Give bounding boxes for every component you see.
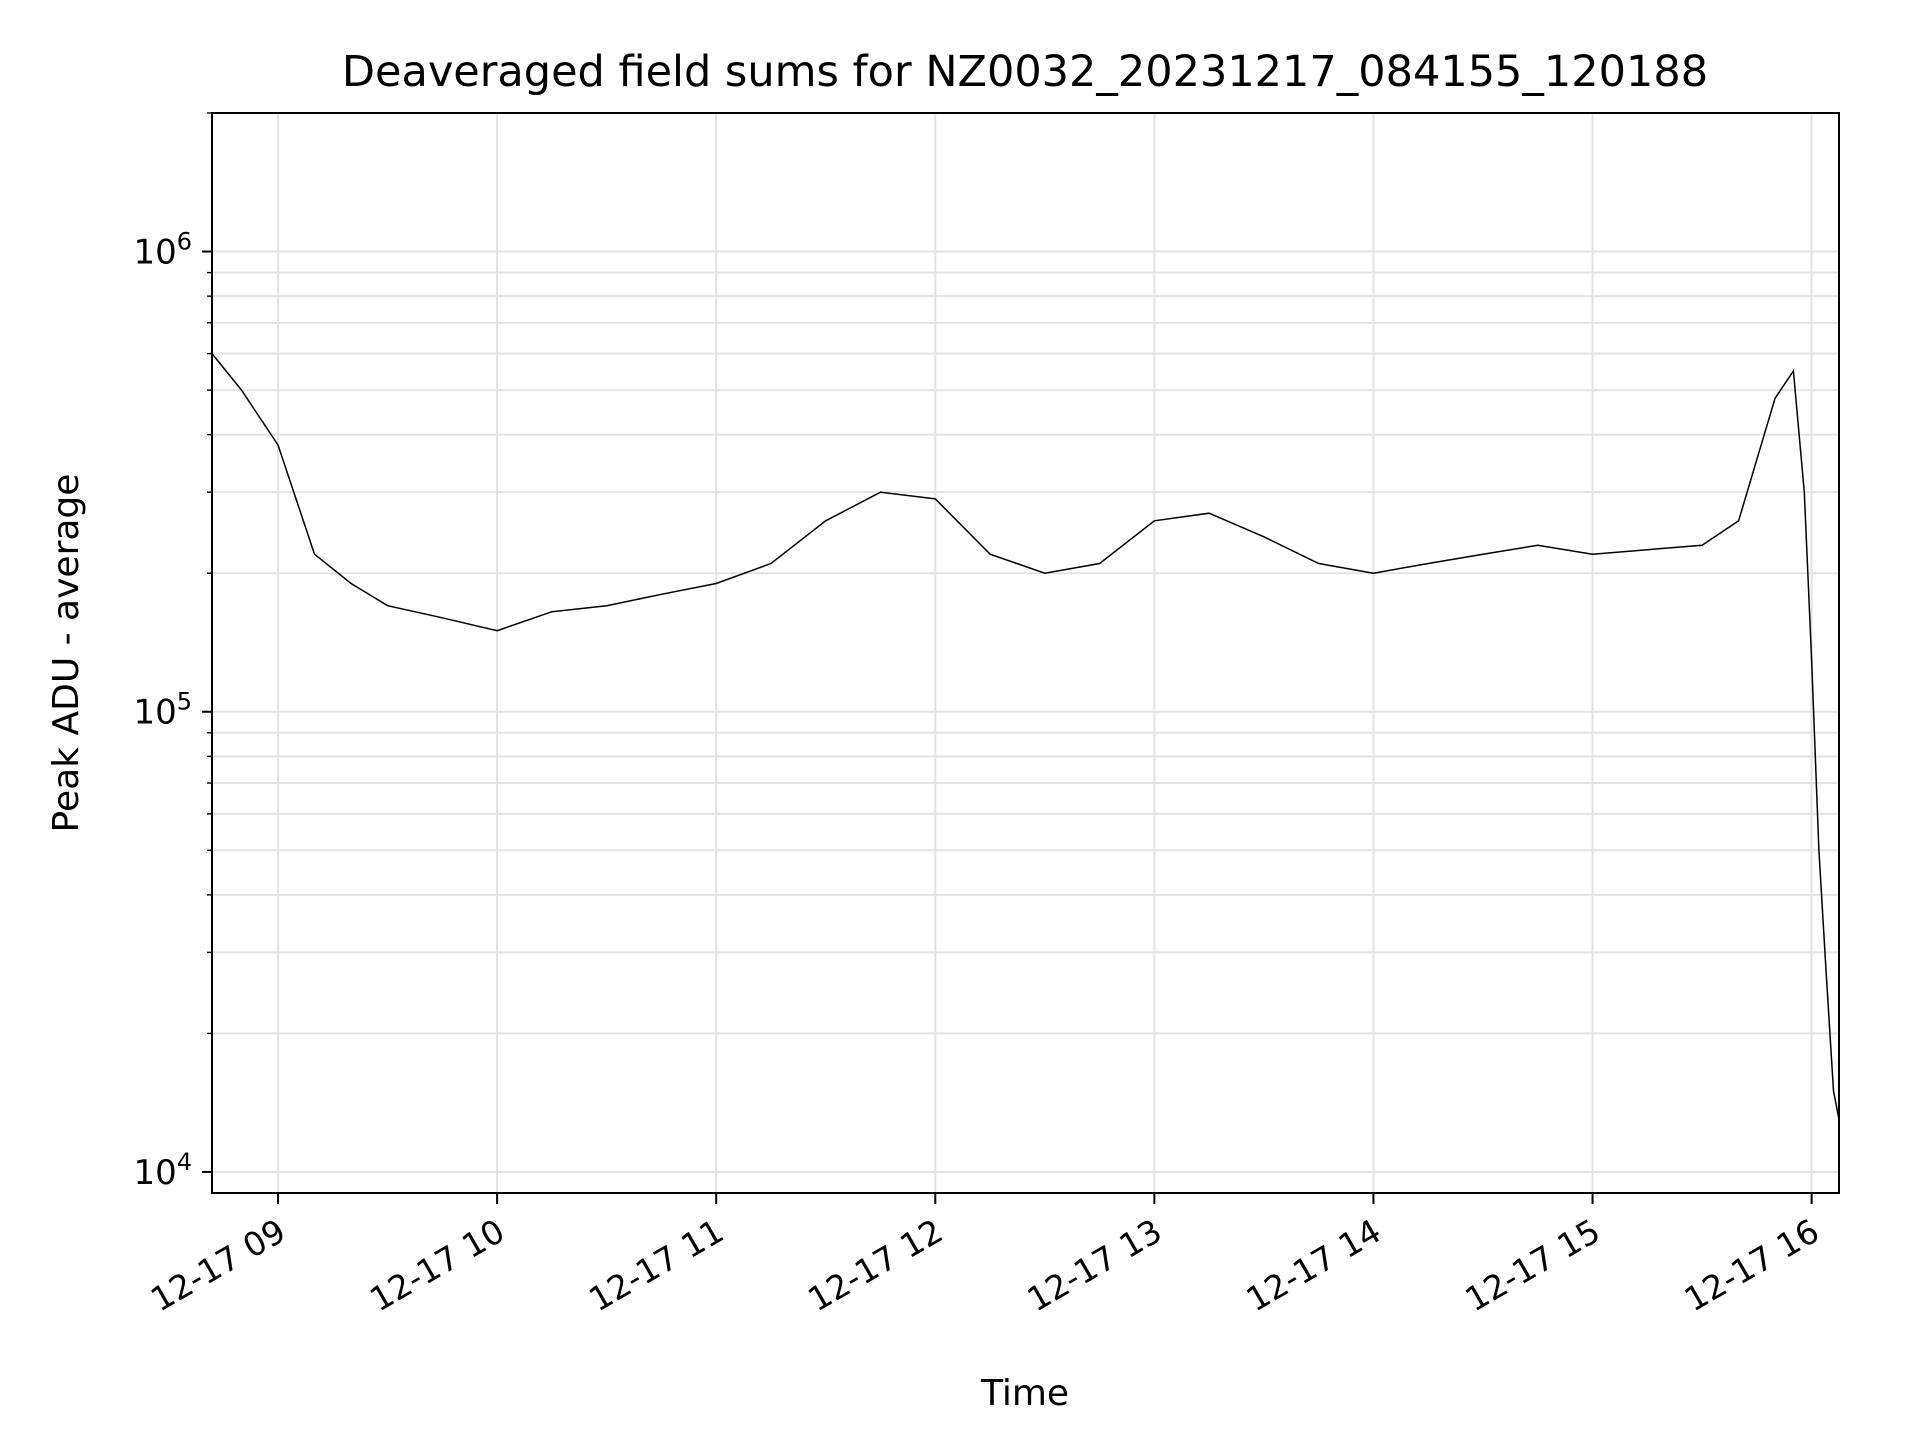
grid: [212, 112, 1839, 1193]
plot-frame: [211, 112, 1840, 1194]
series-line: [211, 353, 1840, 1120]
y-tick-label: 105: [133, 688, 192, 733]
data-series: [211, 353, 1840, 1120]
x-axis-label: Time: [980, 1373, 1069, 1414]
y-axis-label: Peak ADU - average: [46, 474, 87, 833]
chart-title: Deaveraged field sums for NZ0032_2023121…: [342, 47, 1708, 97]
y-tick-label: 106: [133, 228, 192, 273]
y-tick-label: 104: [133, 1148, 192, 1193]
